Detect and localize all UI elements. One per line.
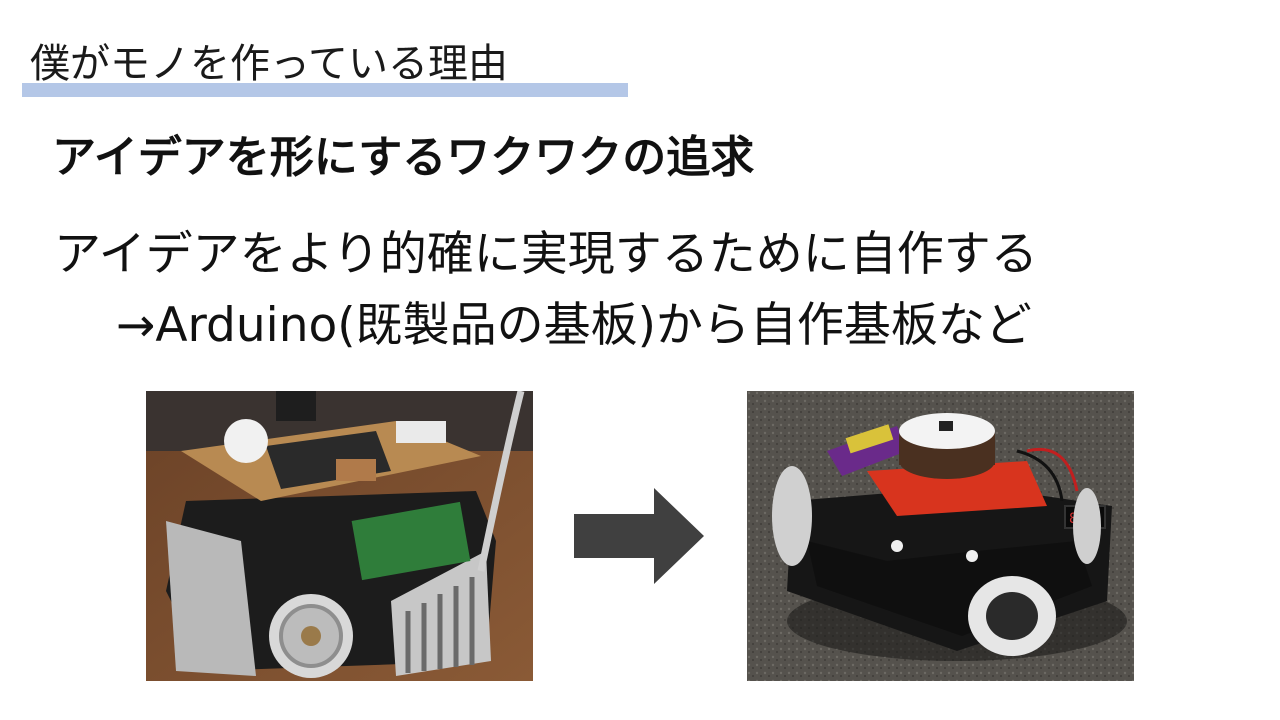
body-text-line-2: →Arduino(既製品の基板)から自作基板など — [116, 298, 1032, 353]
body-text-line-1: アイデアをより的確に実現するために自作する — [54, 227, 1038, 282]
slide-title: 僕がモノを作っている理由 — [30, 41, 508, 87]
slide-subtitle: アイデアを形にするワクワクの追求 — [52, 132, 755, 183]
robot-after-illustration: 888 — [747, 391, 1134, 681]
right-arrow-icon — [574, 488, 704, 584]
robot-before-illustration — [146, 391, 533, 681]
photo-robot-before — [146, 391, 533, 681]
photo-robot-after: 888 — [747, 391, 1134, 681]
title-underline — [22, 83, 628, 97]
